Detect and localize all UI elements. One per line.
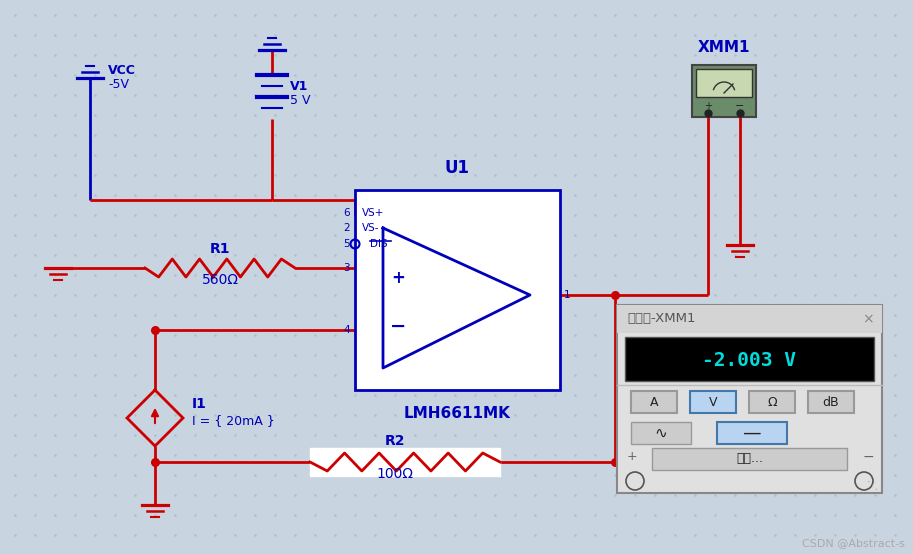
- Text: 2: 2: [343, 223, 350, 233]
- Text: 5 V: 5 V: [290, 95, 310, 107]
- Text: −: −: [735, 101, 745, 111]
- Text: dB: dB: [823, 396, 839, 408]
- Text: −: −: [390, 316, 406, 336]
- Bar: [617, 305, 882, 493]
- Bar: [355, 190, 560, 390]
- Text: Ω: Ω: [767, 396, 777, 408]
- Bar: [692, 65, 756, 117]
- Text: ⋱: ⋱: [866, 481, 878, 491]
- Text: V1: V1: [290, 80, 309, 94]
- Text: 1: 1: [564, 290, 571, 300]
- Text: U1: U1: [445, 159, 470, 177]
- Text: V: V: [708, 396, 718, 408]
- Text: XMM1: XMM1: [698, 40, 750, 55]
- Text: 3: 3: [343, 263, 350, 273]
- Text: −: −: [863, 450, 874, 464]
- Text: ∿: ∿: [655, 425, 667, 440]
- Text: ―: ―: [744, 424, 761, 442]
- Text: +: +: [391, 269, 405, 287]
- Text: 6: 6: [343, 208, 350, 218]
- Text: +: +: [704, 101, 712, 111]
- Text: 5: 5: [343, 239, 350, 249]
- Text: 100Ω: 100Ω: [376, 467, 414, 481]
- Text: LMH6611MK: LMH6611MK: [404, 406, 511, 421]
- Text: VS-: VS-: [362, 223, 380, 233]
- Text: VCC: VCC: [108, 64, 136, 76]
- Bar: [652, 448, 847, 470]
- Bar: [631, 422, 691, 444]
- Text: I = { 20mA }: I = { 20mA }: [192, 414, 275, 427]
- Bar: [717, 422, 787, 444]
- Bar: [749, 391, 795, 413]
- Bar: [808, 391, 854, 413]
- Text: CSDN @Abstract-s: CSDN @Abstract-s: [803, 538, 905, 548]
- Text: A: A: [650, 396, 658, 408]
- Text: VS+: VS+: [362, 208, 384, 218]
- Text: -2.003 V: -2.003 V: [702, 351, 796, 370]
- Text: R1: R1: [210, 242, 230, 256]
- Bar: [617, 305, 882, 333]
- Text: +: +: [627, 450, 637, 464]
- Text: 万用表-XMM1: 万用表-XMM1: [627, 312, 696, 326]
- Bar: [625, 337, 874, 381]
- Text: ×: ×: [862, 312, 874, 326]
- Bar: [696, 69, 752, 97]
- Text: -5V: -5V: [108, 78, 129, 90]
- Text: 560Ω: 560Ω: [202, 273, 238, 287]
- Text: DIS: DIS: [370, 239, 388, 249]
- Bar: [631, 391, 677, 413]
- Text: 4: 4: [343, 325, 350, 335]
- Text: I1: I1: [192, 397, 207, 411]
- Bar: [690, 391, 736, 413]
- Text: 设置...: 设置...: [736, 453, 763, 465]
- Text: R2: R2: [384, 434, 405, 448]
